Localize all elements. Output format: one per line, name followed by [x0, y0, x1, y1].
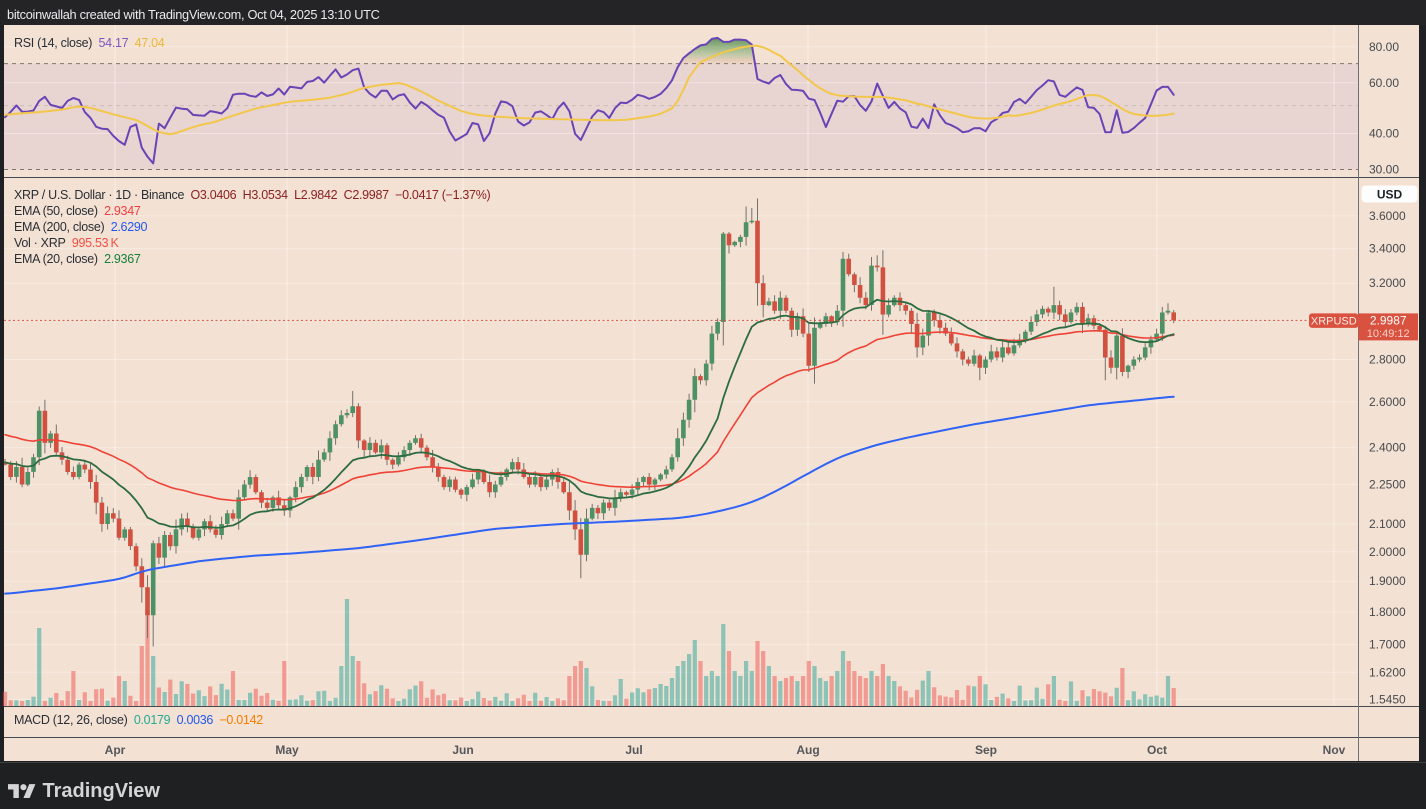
svg-text:Sep: Sep [975, 743, 997, 757]
svg-text:Oct: Oct [1147, 743, 1167, 757]
svg-text:80.00: 80.00 [1369, 40, 1399, 54]
svg-text:1.8000: 1.8000 [1369, 605, 1406, 619]
svg-text:2.6000: 2.6000 [1369, 395, 1406, 409]
svg-text:Jul: Jul [625, 743, 642, 757]
svg-text:30.00: 30.00 [1369, 163, 1399, 177]
svg-text:3.6000: 3.6000 [1369, 209, 1406, 223]
svg-text:2.4000: 2.4000 [1369, 441, 1406, 455]
svg-text:2.2500: 2.2500 [1369, 478, 1406, 492]
svg-text:Jun: Jun [452, 743, 473, 757]
svg-text:1.9000: 1.9000 [1369, 574, 1406, 588]
svg-text:3.4000: 3.4000 [1369, 242, 1406, 256]
svg-text:60.00: 60.00 [1369, 76, 1399, 90]
svg-text:Aug: Aug [796, 743, 819, 757]
svg-text:40.00: 40.00 [1369, 127, 1399, 141]
svg-text:3.2000: 3.2000 [1369, 276, 1406, 290]
svg-text:2.0000: 2.0000 [1369, 545, 1406, 559]
svg-text:USD: USD [1377, 188, 1403, 202]
svg-text:2.8000: 2.8000 [1369, 353, 1406, 367]
svg-text:10:49:12: 10:49:12 [1367, 328, 1410, 340]
svg-text:Nov: Nov [1323, 743, 1346, 757]
svg-text:1.6200: 1.6200 [1369, 665, 1406, 679]
svg-text:2.9987: 2.9987 [1370, 313, 1407, 327]
svg-text:May: May [275, 743, 299, 757]
svg-text:1.5450: 1.5450 [1369, 692, 1406, 706]
svg-text:2.1000: 2.1000 [1369, 517, 1406, 531]
svg-text:1.7000: 1.7000 [1369, 638, 1406, 652]
svg-text:Apr: Apr [105, 743, 126, 757]
svg-text:XRPUSD: XRPUSD [1311, 315, 1357, 327]
